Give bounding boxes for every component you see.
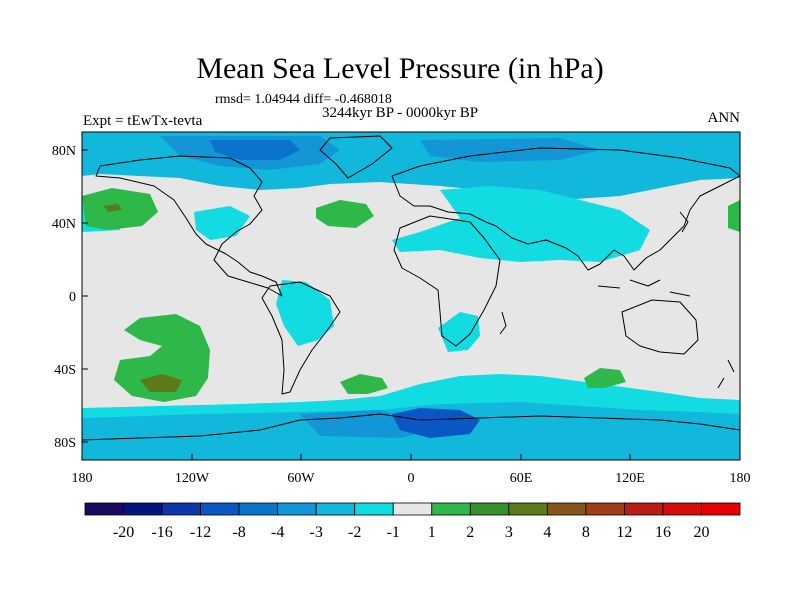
lat-label-40s: 40S (54, 363, 76, 378)
colorbar-swatch-7 (354, 502, 394, 516)
west-pacific-cell (728, 200, 740, 232)
coast-south-america (261, 281, 341, 395)
arctic-anomaly-core (210, 140, 300, 160)
colorbar-swatch-8 (392, 502, 433, 516)
colorbar-label-9: 2 (466, 524, 474, 541)
north-pacific-core (104, 204, 122, 212)
colorbar-label-4: -4 (271, 524, 284, 541)
lon-label-180e: 180 (730, 471, 751, 486)
lat-label-40n: 40N (52, 217, 76, 232)
lon-label-60e: 60E (510, 471, 533, 486)
coast-eurasia (391, 147, 740, 271)
coast-africa (393, 215, 501, 347)
eurasia-anomaly-inner (420, 138, 600, 162)
south-pacific-cell (114, 314, 210, 402)
colorbar-swatch-4 (238, 502, 279, 516)
lon-labels: 180 120W 60W 0 60E 120E 180 (72, 471, 751, 486)
lon-label-60w: 60W (287, 471, 315, 486)
eurasia-anomaly (392, 186, 650, 262)
lat-label-80s: 80S (54, 436, 76, 451)
map-title: Mean Sea Level Pressure (in hPa) (196, 52, 604, 85)
experiment-label: Expt = tEwTx-tevta (83, 113, 203, 129)
colorbar-swatch-2 (161, 502, 201, 516)
colorbar-label-3: -8 (232, 524, 245, 541)
coast-australia (621, 299, 699, 355)
colorbar-label-15: 20 (693, 524, 709, 541)
colorbar-swatch-0 (84, 502, 124, 516)
coastlines (82, 135, 740, 441)
coast-greenland (319, 135, 393, 179)
coast-madagascar (499, 311, 507, 335)
colorbar-label-14: 16 (655, 524, 671, 541)
colorbar: -20 -16 -12 -8 -4 -3 -2 -1 1 2 3 4 8 12 16 20 (84, 502, 741, 541)
colorbar-label-2: -12 (190, 524, 211, 541)
colorbar-swatch-9 (431, 502, 471, 516)
colorbar-label-13: 12 (616, 524, 632, 541)
lon-label-120e: 120E (615, 471, 645, 486)
colorbar-swatch-5 (277, 502, 317, 516)
lat-labels: 80N 40N 0 40S 80S (52, 144, 76, 451)
colorbar-label-6: -2 (348, 524, 361, 541)
axis-ticks (81, 149, 741, 460)
colorbar-swatch-1 (123, 502, 163, 516)
lon-label-180w: 180 (72, 471, 93, 486)
africa-anomaly (438, 312, 480, 352)
colorbar-label-7: -1 (387, 524, 400, 541)
colorbar-swatch-10 (469, 502, 510, 516)
lat-label-0: 0 (69, 290, 76, 305)
colorbar-swatch-12 (546, 502, 587, 516)
colorbar-swatch-16 (701, 502, 741, 516)
colorbar-swatch-14 (624, 502, 664, 516)
south-america-anomaly (276, 280, 334, 346)
lon-label-0: 0 (408, 471, 415, 486)
colorbar-swatch-11 (508, 502, 548, 516)
colorbar-label-11: 4 (543, 524, 551, 541)
coast-new-zealand (717, 359, 735, 389)
period-label: 3244kyr BP - 0000kyr BP (321, 105, 479, 121)
colorbar-swatch-13 (585, 502, 625, 516)
lon-label-120w: 120W (175, 471, 210, 486)
coast-north-america (95, 155, 283, 297)
colorbar-label-8: 1 (428, 524, 436, 541)
colorbar-swatch-3 (200, 502, 240, 516)
antarctic-anomaly-core (392, 408, 480, 438)
colorbar-label-0: -20 (113, 524, 134, 541)
coast-japan (679, 211, 689, 233)
south-atlantic-cell (340, 374, 388, 394)
colorbar-label-10: 3 (505, 524, 513, 541)
colorbar-label-12: 8 (582, 524, 590, 541)
coast-antarctica (82, 413, 740, 441)
colorbar-swatch-15 (662, 502, 702, 516)
season-label: ANN (707, 110, 741, 126)
north-atlantic-cell (316, 200, 374, 228)
indian-ocean-cell (584, 368, 626, 388)
lat-label-80n: 80N (52, 144, 76, 159)
stats-label: rmsd= 1.04944 diff= -0.468018 (215, 92, 392, 107)
contour-field (82, 132, 740, 460)
colorbar-label-5: -3 (310, 524, 323, 541)
colorbar-label-1: -16 (151, 524, 172, 541)
south-pacific-core (140, 374, 182, 392)
coast-indonesia (597, 279, 691, 297)
colorbar-swatch-6 (315, 502, 356, 516)
